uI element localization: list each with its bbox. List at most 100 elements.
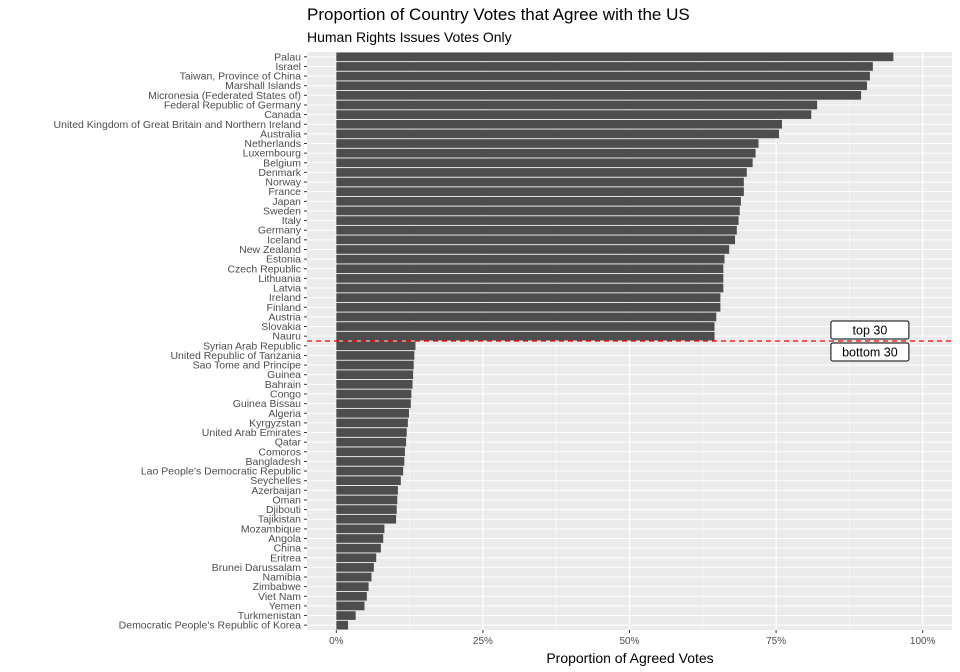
bars [336, 52, 894, 630]
x-tick-label: 25% [473, 636, 493, 647]
y-tick-label: Ireland [269, 292, 301, 304]
y-tick-label: Federal Republic of Germany [164, 99, 302, 111]
y-tick-label: Marshall Islands [225, 80, 301, 92]
y-tick-label: Namibia [262, 572, 301, 584]
y-tick-label: Seychelles [250, 475, 301, 487]
y-tick-label: Netherlands [244, 138, 301, 150]
bar [336, 100, 818, 110]
bar [336, 399, 411, 408]
bar [336, 254, 725, 264]
bar [336, 389, 412, 399]
bar [336, 582, 369, 591]
y-tick-label: Guinea [267, 369, 301, 381]
bar [336, 225, 737, 235]
y-tick-label: Viet Nam [258, 591, 301, 603]
top-label-box [830, 320, 910, 340]
bar [336, 196, 741, 206]
y-tick-label: Zimbabwe [253, 581, 302, 593]
y-tick-label: Estonia [266, 254, 301, 266]
bar [336, 437, 407, 447]
bar [336, 360, 414, 370]
bar [336, 534, 384, 543]
y-tick-label: Australia [260, 128, 301, 140]
bar [336, 524, 385, 534]
y-tick-label: Finland [267, 302, 302, 314]
bar [336, 591, 367, 601]
bar [336, 611, 356, 620]
bar [336, 235, 736, 245]
legend-annotation: top 30 bottom 30 [830, 320, 910, 362]
bar [336, 408, 410, 418]
bar [336, 119, 782, 129]
y-tick-label: Sweden [263, 205, 301, 217]
bar [336, 206, 740, 216]
y-tick-label: Taiwan, Province of China [180, 71, 302, 83]
y-tick-label: France [268, 186, 301, 198]
x-axis-label: Proportion of Agreed Votes [546, 650, 713, 666]
y-tick-label: New Zealand [239, 244, 301, 256]
bar [336, 168, 747, 177]
y-tick-label: Czech Republic [227, 263, 301, 275]
x-tick-label: 100% [910, 636, 936, 647]
bar [336, 495, 398, 505]
x-tick-label: 0% [329, 636, 344, 647]
bar [336, 293, 721, 302]
bar [336, 187, 744, 197]
y-tick-label: Brunei Darussalam [212, 562, 302, 574]
y-tick-label: Belgium [263, 157, 301, 169]
y-tick-label: Eritrea [270, 552, 301, 564]
y-tick-label: Democratic People's Republic of Korea [119, 620, 302, 632]
x-tick-label: 75% [766, 636, 786, 647]
y-tick-label: Micronesia (Federated States of) [148, 90, 301, 102]
bar [336, 331, 715, 341]
y-tick-label: Azerbaijan [251, 485, 301, 497]
bar [336, 505, 397, 514]
y-tick-label: Comoros [258, 446, 301, 458]
y-tick-label: Mozambique [241, 523, 301, 535]
bar [336, 351, 415, 360]
bar [336, 177, 744, 187]
bar [336, 428, 407, 437]
bar [336, 312, 717, 322]
y-tick-label: Qatar [275, 437, 302, 449]
y-tick-label: Bahrain [265, 379, 301, 391]
y-tick-label: Slovakia [261, 321, 301, 333]
bar [336, 91, 862, 100]
y-tick-label: United Arab Emirates [202, 427, 301, 439]
y-tick-label: Guinea Bissau [233, 398, 301, 410]
y-tick-label: Tajikistan [258, 514, 301, 526]
y-tick-label: Lao People's Democratic Republic [141, 466, 301, 478]
bar [336, 302, 721, 312]
chart-subtitle: Human Rights Issues Votes Only [307, 29, 512, 45]
y-tick-label: China [274, 543, 302, 555]
bar [336, 543, 381, 553]
bar [336, 418, 408, 428]
y-tick-label: Syrian Arab Republic [203, 340, 301, 352]
bar [336, 457, 405, 466]
y-tick-label: Oman [272, 494, 301, 506]
y-tick-label: Latvia [273, 283, 301, 295]
bar [336, 158, 753, 168]
bottom-label-box [830, 342, 910, 362]
bar [336, 485, 398, 495]
bar [336, 110, 812, 119]
y-tick-label: United Kingdom of Great Britain and Nort… [54, 119, 302, 131]
bar [336, 572, 372, 582]
bar [336, 341, 416, 351]
bar [336, 81, 867, 91]
y-tick-label: Norway [265, 177, 301, 189]
bar [336, 139, 759, 148]
x-axis-ticks: 0% 25% 50% 75% 100% [329, 630, 936, 647]
bar [336, 380, 413, 389]
bar [336, 601, 365, 611]
y-tick-label: Algeria [268, 408, 301, 420]
y-tick-label: United Republic of Tanzania [170, 350, 301, 362]
y-tick-label: Iceland [267, 234, 301, 246]
bar [336, 71, 870, 81]
y-tick-label: Nauru [272, 331, 301, 343]
bar [336, 563, 374, 572]
y-tick-label: Djibouti [266, 504, 301, 516]
bar [336, 274, 724, 283]
y-tick-label: Turkmenistan [238, 610, 301, 622]
